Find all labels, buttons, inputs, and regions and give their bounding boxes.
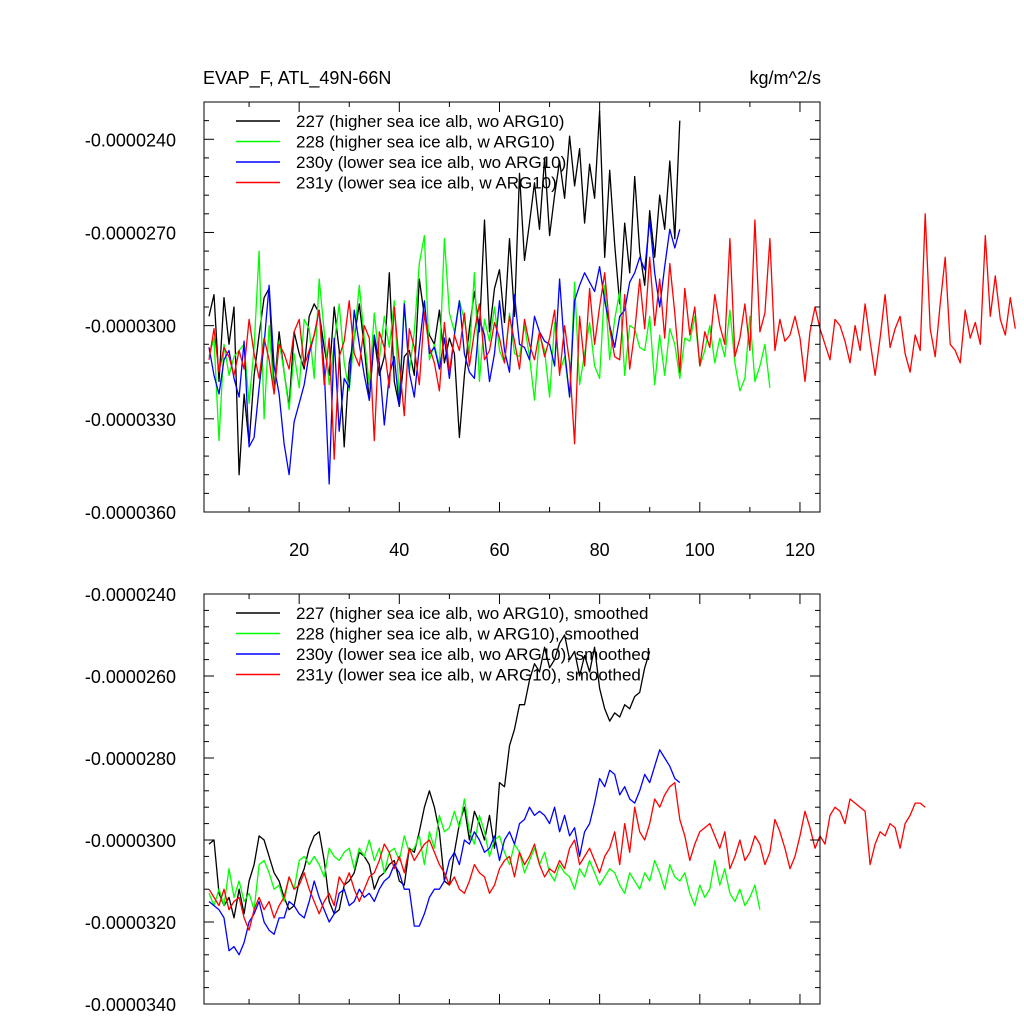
y-tick-label: -0.0000240 bbox=[85, 585, 176, 605]
legend-label: 231y (lower sea ice alb, w ARG10), smoot… bbox=[296, 666, 641, 685]
top-panel-units: kg/m^2/s bbox=[750, 68, 821, 88]
series-line-231y bbox=[208, 213, 1016, 460]
legend-label: 227 (higher sea ice alb, wo ARG10), smoo… bbox=[296, 604, 648, 623]
legend-label: 228 (higher sea ice alb, w ARG10), smoot… bbox=[296, 625, 639, 644]
y-tick-label: -0.0000280 bbox=[85, 749, 176, 769]
series-line-228 bbox=[208, 234, 771, 442]
x-tick-label: 80 bbox=[590, 540, 610, 560]
x-tick-label: 40 bbox=[389, 540, 409, 560]
legend-label: 228 (higher sea ice alb, w ARG10) bbox=[296, 133, 555, 152]
y-tick-label: -0.0000240 bbox=[85, 130, 176, 150]
y-tick-label: -0.0000330 bbox=[85, 410, 176, 430]
x-tick-label: 100 bbox=[685, 540, 715, 560]
y-tick-label: -0.0000320 bbox=[85, 913, 176, 933]
legend-label: 231y (lower sea ice alb, w ARG10) bbox=[296, 174, 557, 193]
legend-label: 230y (lower sea ice alb, wo ARG10) bbox=[296, 153, 566, 172]
series-line-231y bbox=[208, 781, 926, 931]
x-tick-label: 120 bbox=[785, 540, 815, 560]
y-tick-label: -0.0000270 bbox=[85, 223, 176, 243]
y-tick-label: -0.0000260 bbox=[85, 667, 176, 687]
legend-label: 230y (lower sea ice alb, wo ARG10), smoo… bbox=[296, 645, 650, 664]
legend-label: 227 (higher sea ice alb, wo ARG10) bbox=[296, 112, 564, 131]
series-line-230y bbox=[208, 219, 681, 485]
bottom-panel-frame bbox=[203, 593, 821, 1005]
series-line-228 bbox=[208, 798, 761, 911]
series-line-230y bbox=[208, 749, 681, 956]
y-tick-label: -0.0000340 bbox=[85, 995, 176, 1015]
y-tick-label: -0.0000360 bbox=[85, 503, 176, 523]
x-tick-label: 60 bbox=[489, 540, 509, 560]
bottom-panel: -0.0000340 -0.0000320 -0.0000300 -0.0000280… bbox=[85, 585, 926, 1015]
x-tick-label: 20 bbox=[289, 540, 309, 560]
series-line-227 bbox=[208, 634, 651, 919]
y-tick-label: -0.0000300 bbox=[85, 317, 176, 337]
y-tick-label: -0.0000300 bbox=[85, 831, 176, 851]
top-panel-title: EVAP_F, ATL_49N-66N bbox=[203, 68, 391, 89]
top-panel: EVAP_F, ATL_49N-66N kg/m^2/s -0.0000360 -… bbox=[85, 68, 1016, 560]
